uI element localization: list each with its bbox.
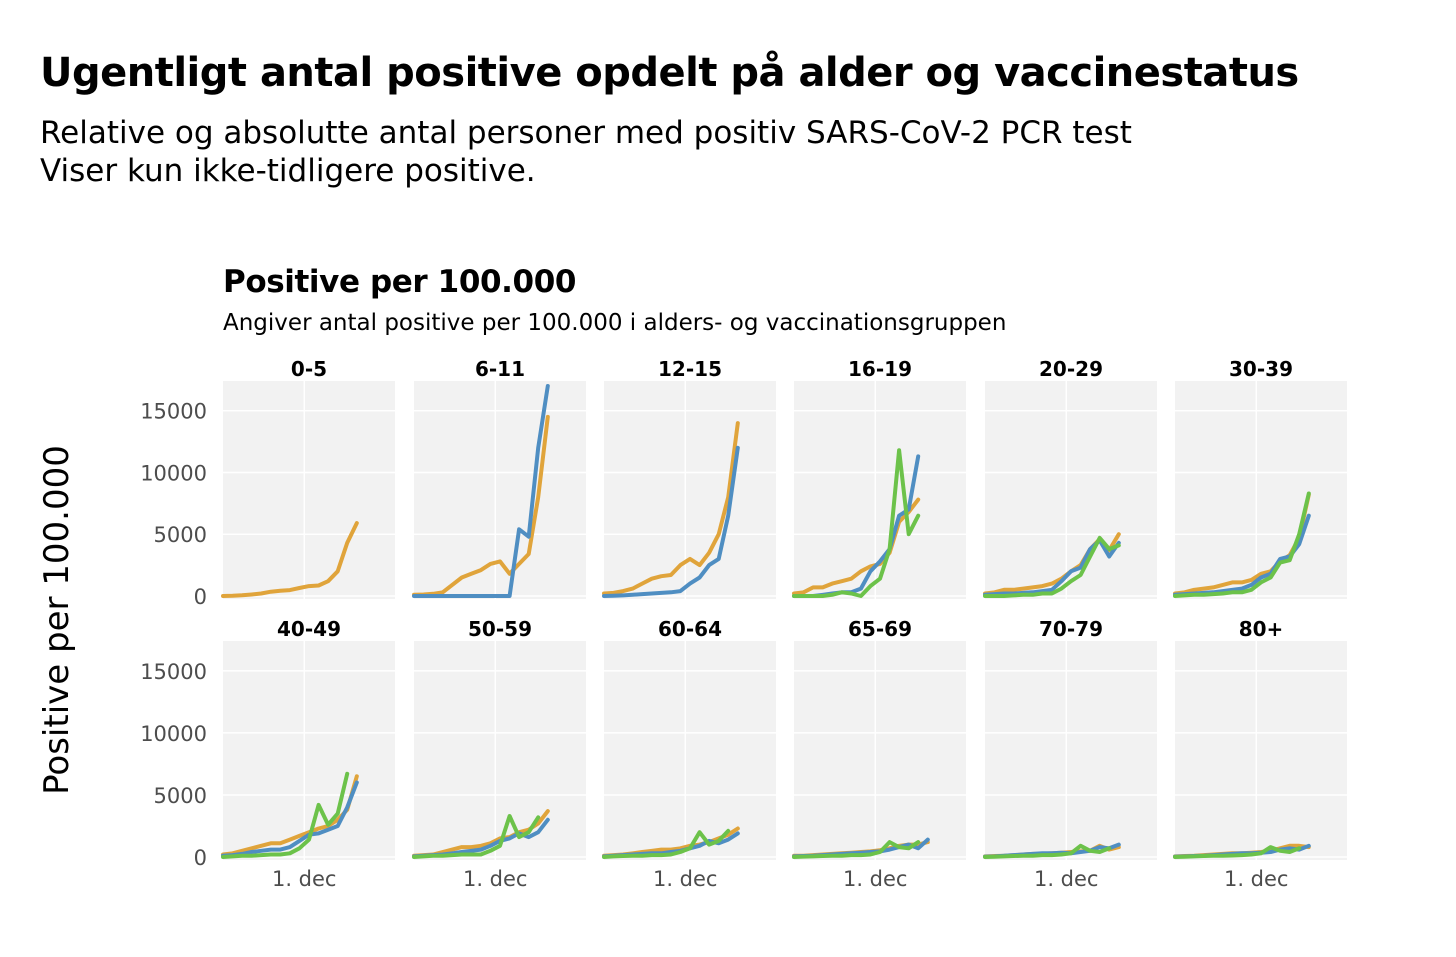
y-tick-label: 5000: [154, 523, 207, 547]
panel-background: [1175, 381, 1347, 599]
panel-strip-label: 6-11: [475, 357, 525, 381]
series-line-green: [983, 843, 1112, 859]
panel-strip-label: 50-59: [468, 617, 532, 641]
series-line-blue: [412, 384, 550, 598]
x-tick-label: 1. dec: [272, 867, 337, 891]
series-line-green: [1173, 491, 1311, 598]
panel-strip-label: 16-19: [848, 357, 912, 381]
panel-background: [223, 641, 395, 860]
chart-subtitle: Angiver antal positive per 100.000 i ald…: [223, 310, 1007, 336]
x-tick-label: 1. dec: [1034, 867, 1099, 891]
y-tick-label: 10000: [140, 461, 207, 485]
panel-strip-label: 80+: [1239, 617, 1284, 641]
series-line-blue: [221, 780, 359, 858]
y-tick-label: 15000: [140, 400, 207, 424]
panel-background: [985, 381, 1157, 599]
x-tick-label: 1. dec: [653, 867, 718, 891]
panel-background: [985, 641, 1157, 860]
panel-background: [604, 641, 776, 860]
series-line-orange: [221, 774, 359, 857]
x-tick-label: 1. dec: [843, 867, 908, 891]
panel-strip-label: 65-69: [848, 617, 912, 641]
series-line-green: [983, 535, 1121, 598]
panel-background: [414, 381, 586, 599]
panel-strip-label: 12-15: [658, 357, 722, 381]
panel-strip-label: 70-79: [1039, 617, 1103, 641]
series-line-green: [221, 771, 350, 859]
series-line-blue: [602, 445, 740, 598]
panel-strip-label: 0-5: [291, 357, 327, 381]
panel-background: [1175, 641, 1347, 860]
page-subtitle: Relative og absolutte antal personer med…: [40, 114, 1132, 190]
series-line-orange: [221, 521, 359, 598]
y-tick-label: 0: [194, 846, 207, 870]
series-line-green: [792, 448, 921, 598]
page-subtitle-line-1: Relative og absolutte antal personer med…: [40, 115, 1132, 151]
series-line-orange: [602, 421, 740, 596]
y-tick-label: 10000: [140, 722, 207, 746]
panel-strip-label: 40-49: [277, 617, 341, 641]
page-title: Ugentligt antal positive opdelt på alder…: [40, 50, 1299, 96]
series-line-green: [792, 840, 921, 859]
panel-strip-label: 60-64: [658, 617, 722, 641]
panel-background: [604, 381, 776, 599]
x-tick-label: 1. dec: [463, 867, 528, 891]
panel-strip-label: 30-39: [1229, 357, 1293, 381]
y-tick-label: 15000: [140, 660, 207, 684]
series-line-orange: [412, 414, 550, 597]
series-line-green: [1173, 845, 1302, 859]
page-subtitle-line-2: Viser kun ikke-tidligere positive.: [40, 153, 536, 189]
chart-title: Positive per 100.000: [223, 264, 577, 300]
y-tick-label: 0: [194, 585, 207, 609]
panel-background: [794, 641, 966, 860]
panel-background: [414, 641, 586, 860]
panel-background: [794, 381, 966, 599]
series-line-green: [602, 828, 731, 859]
x-tick-label: 1. dec: [1224, 867, 1289, 891]
y-tick-label: 5000: [154, 784, 207, 808]
panel-strip-label: 20-29: [1039, 357, 1103, 381]
y-axis-label: Positive per 100.000: [37, 445, 77, 795]
series-line-green: [412, 814, 541, 859]
panel-background: [223, 381, 395, 599]
